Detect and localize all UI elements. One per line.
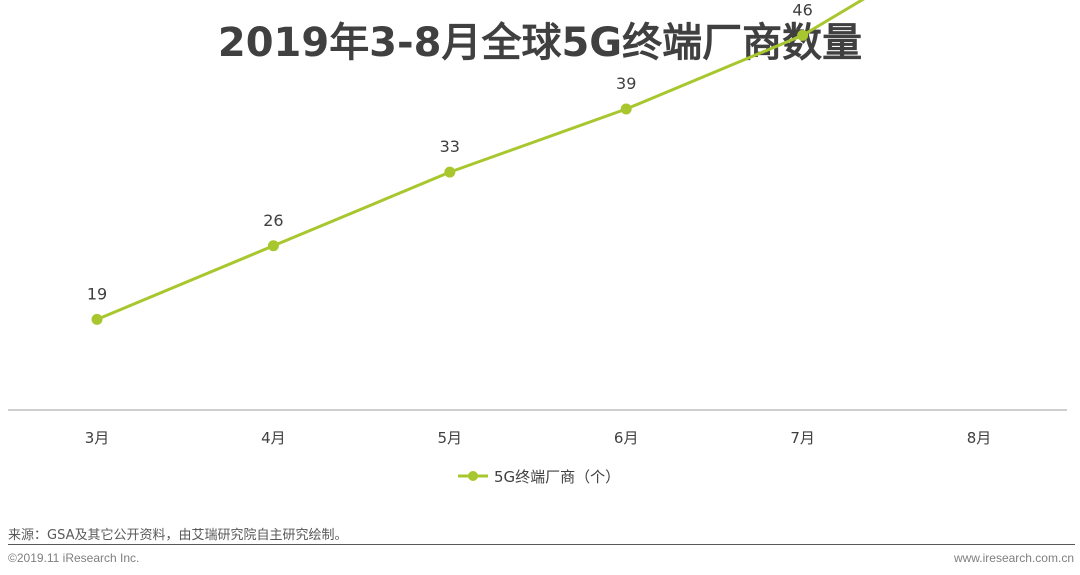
data-label: 46 [792, 0, 812, 19]
copyright-text: ©2019.11 iResearch Inc. [8, 551, 140, 565]
data-label: 39 [616, 74, 636, 93]
line-chart: 193月264月335月396月467月568月5G终端厂商（个） [8, 0, 1067, 486]
x-tick-label: 8月 [967, 429, 992, 447]
data-point [267, 240, 279, 252]
data-point [91, 313, 103, 325]
x-tick-label: 6月 [614, 429, 639, 447]
chart-title: 2019年3-8月全球5G终端厂商数量 [217, 20, 863, 66]
legend-label: 5G终端厂商（个） [494, 468, 620, 486]
x-tick-label: 3月 [85, 429, 110, 447]
data-label: 33 [440, 137, 460, 156]
x-tick-label: 4月 [261, 429, 286, 447]
source-note: 来源：GSA及其它公开资料，由艾瑞研究院自主研究绘制。 [8, 528, 348, 543]
footer-divider [8, 544, 1075, 545]
legend-marker [468, 471, 478, 481]
data-point [620, 103, 632, 115]
data-point [797, 29, 809, 41]
x-tick-label: 7月 [790, 429, 815, 447]
website-link[interactable]: www.iresearch.com.cn [953, 551, 1074, 565]
series-line [96, 0, 865, 321]
x-tick-label: 5月 [438, 429, 463, 447]
data-label: 26 [263, 211, 283, 230]
data-label: 19 [87, 284, 107, 303]
data-point [444, 166, 456, 178]
